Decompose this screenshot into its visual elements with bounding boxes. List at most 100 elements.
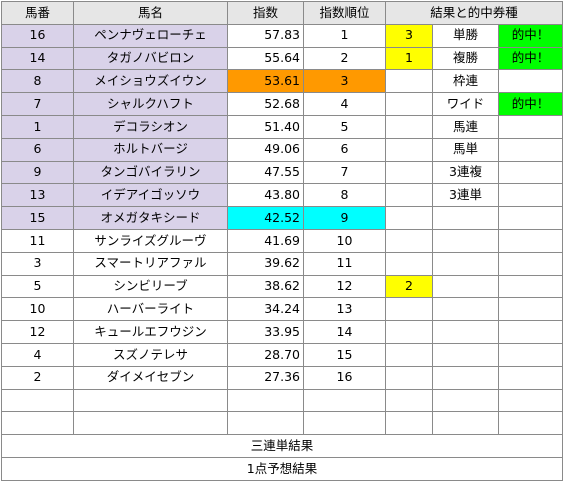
cell-hit[interactable]: [498, 206, 563, 230]
blank-cell[interactable]: [227, 388, 304, 413]
cell-name[interactable]: サンライズグルーヴ: [73, 228, 228, 253]
cell-rank[interactable]: 7: [303, 160, 386, 185]
cell-finish[interactable]: [385, 342, 433, 367]
cell-index[interactable]: 47.55: [227, 160, 304, 185]
cell-finish[interactable]: [385, 69, 433, 94]
cell-name[interactable]: ダイメイセブン: [73, 365, 228, 390]
cell-rank[interactable]: 10: [303, 228, 386, 253]
cell-bet-type[interactable]: [432, 365, 499, 390]
cell-hit[interactable]: [498, 183, 563, 208]
cell-index[interactable]: 33.95: [227, 320, 304, 344]
cell-number[interactable]: 15: [1, 206, 74, 230]
cell-bet-type[interactable]: 馬連: [432, 114, 499, 139]
blank-cell[interactable]: [498, 411, 563, 436]
cell-rank[interactable]: 2: [303, 46, 386, 71]
cell-number[interactable]: 11: [1, 228, 74, 253]
cell-name[interactable]: ハーバーライト: [73, 297, 228, 322]
blank-cell[interactable]: [1, 388, 74, 413]
header-rank[interactable]: 指数順位: [303, 1, 386, 25]
cell-index[interactable]: 28.70: [227, 342, 304, 367]
blank-cell[interactable]: [432, 388, 499, 413]
blank-cell[interactable]: [385, 388, 433, 413]
cell-name[interactable]: メイショウズイウン: [73, 69, 228, 94]
cell-bet-type[interactable]: [432, 297, 499, 322]
cell-hit[interactable]: [498, 251, 563, 276]
cell-index[interactable]: 55.64: [227, 46, 304, 71]
cell-bet-type[interactable]: [432, 274, 499, 299]
cell-name[interactable]: オメガタキシード: [73, 206, 228, 230]
cell-number[interactable]: 9: [1, 160, 74, 185]
blank-cell[interactable]: [73, 388, 228, 413]
cell-bet-type[interactable]: 単勝: [432, 23, 499, 48]
cell-finish[interactable]: 2: [385, 274, 433, 299]
cell-bet-type[interactable]: [432, 342, 499, 367]
trifecta-result-label[interactable]: 三連単結果: [1, 434, 563, 458]
cell-rank[interactable]: 6: [303, 137, 386, 162]
cell-rank[interactable]: 3: [303, 69, 386, 94]
cell-finish[interactable]: [385, 228, 433, 253]
cell-index[interactable]: 53.61: [227, 69, 304, 94]
cell-number[interactable]: 5: [1, 274, 74, 299]
cell-finish[interactable]: [385, 160, 433, 185]
cell-hit[interactable]: 的中！: [498, 92, 563, 116]
cell-name[interactable]: スマートリアファル: [73, 251, 228, 276]
blank-cell[interactable]: [73, 411, 228, 436]
cell-finish[interactable]: [385, 92, 433, 116]
blank-cell[interactable]: [1, 411, 74, 436]
cell-name[interactable]: スズノテレサ: [73, 342, 228, 367]
cell-number[interactable]: 3: [1, 251, 74, 276]
cell-number[interactable]: 1: [1, 114, 74, 139]
cell-hit[interactable]: [498, 274, 563, 299]
blank-cell[interactable]: [303, 388, 386, 413]
cell-bet-type[interactable]: 馬単: [432, 137, 499, 162]
cell-rank[interactable]: 4: [303, 92, 386, 116]
cell-hit[interactable]: [498, 297, 563, 322]
cell-rank[interactable]: 8: [303, 183, 386, 208]
one-point-prediction-label[interactable]: 1点予想結果: [1, 456, 563, 481]
cell-number[interactable]: 4: [1, 342, 74, 367]
blank-cell[interactable]: [227, 411, 304, 436]
cell-finish[interactable]: [385, 114, 433, 139]
cell-rank[interactable]: 9: [303, 206, 386, 230]
cell-hit[interactable]: [498, 160, 563, 185]
cell-rank[interactable]: 14: [303, 320, 386, 344]
cell-name[interactable]: シャルクハフト: [73, 92, 228, 116]
cell-finish[interactable]: [385, 365, 433, 390]
blank-cell[interactable]: [498, 388, 563, 413]
cell-bet-type[interactable]: 複勝: [432, 46, 499, 71]
cell-finish[interactable]: 1: [385, 46, 433, 71]
cell-hit[interactable]: [498, 69, 563, 94]
cell-bet-type[interactable]: ワイド: [432, 92, 499, 116]
cell-rank[interactable]: 15: [303, 342, 386, 367]
cell-hit[interactable]: [498, 228, 563, 253]
header-number[interactable]: 馬番: [1, 1, 74, 25]
cell-name[interactable]: キュールエフウジン: [73, 320, 228, 344]
cell-finish[interactable]: [385, 297, 433, 322]
cell-index[interactable]: 51.40: [227, 114, 304, 139]
cell-bet-type[interactable]: [432, 228, 499, 253]
cell-number[interactable]: 8: [1, 69, 74, 94]
cell-hit[interactable]: 的中！: [498, 46, 563, 71]
cell-index[interactable]: 43.80: [227, 183, 304, 208]
cell-name[interactable]: イデアイゴッソウ: [73, 183, 228, 208]
cell-name[interactable]: ホルトバージ: [73, 137, 228, 162]
cell-bet-type[interactable]: 3連単: [432, 183, 499, 208]
cell-bet-type[interactable]: 枠連: [432, 69, 499, 94]
cell-number[interactable]: 14: [1, 46, 74, 71]
cell-finish[interactable]: 3: [385, 23, 433, 48]
cell-hit[interactable]: 的中！: [498, 23, 563, 48]
cell-index[interactable]: 42.52: [227, 206, 304, 230]
cell-finish[interactable]: [385, 183, 433, 208]
header-name[interactable]: 馬名: [73, 1, 228, 25]
cell-number[interactable]: 7: [1, 92, 74, 116]
cell-bet-type[interactable]: [432, 251, 499, 276]
cell-bet-type[interactable]: [432, 206, 499, 230]
cell-name[interactable]: タガノバビロン: [73, 46, 228, 71]
header-index[interactable]: 指数: [227, 1, 304, 25]
cell-index[interactable]: 49.06: [227, 137, 304, 162]
cell-hit[interactable]: [498, 342, 563, 367]
cell-name[interactable]: デコラシオン: [73, 114, 228, 139]
cell-number[interactable]: 13: [1, 183, 74, 208]
cell-index[interactable]: 57.83: [227, 23, 304, 48]
cell-index[interactable]: 27.36: [227, 365, 304, 390]
